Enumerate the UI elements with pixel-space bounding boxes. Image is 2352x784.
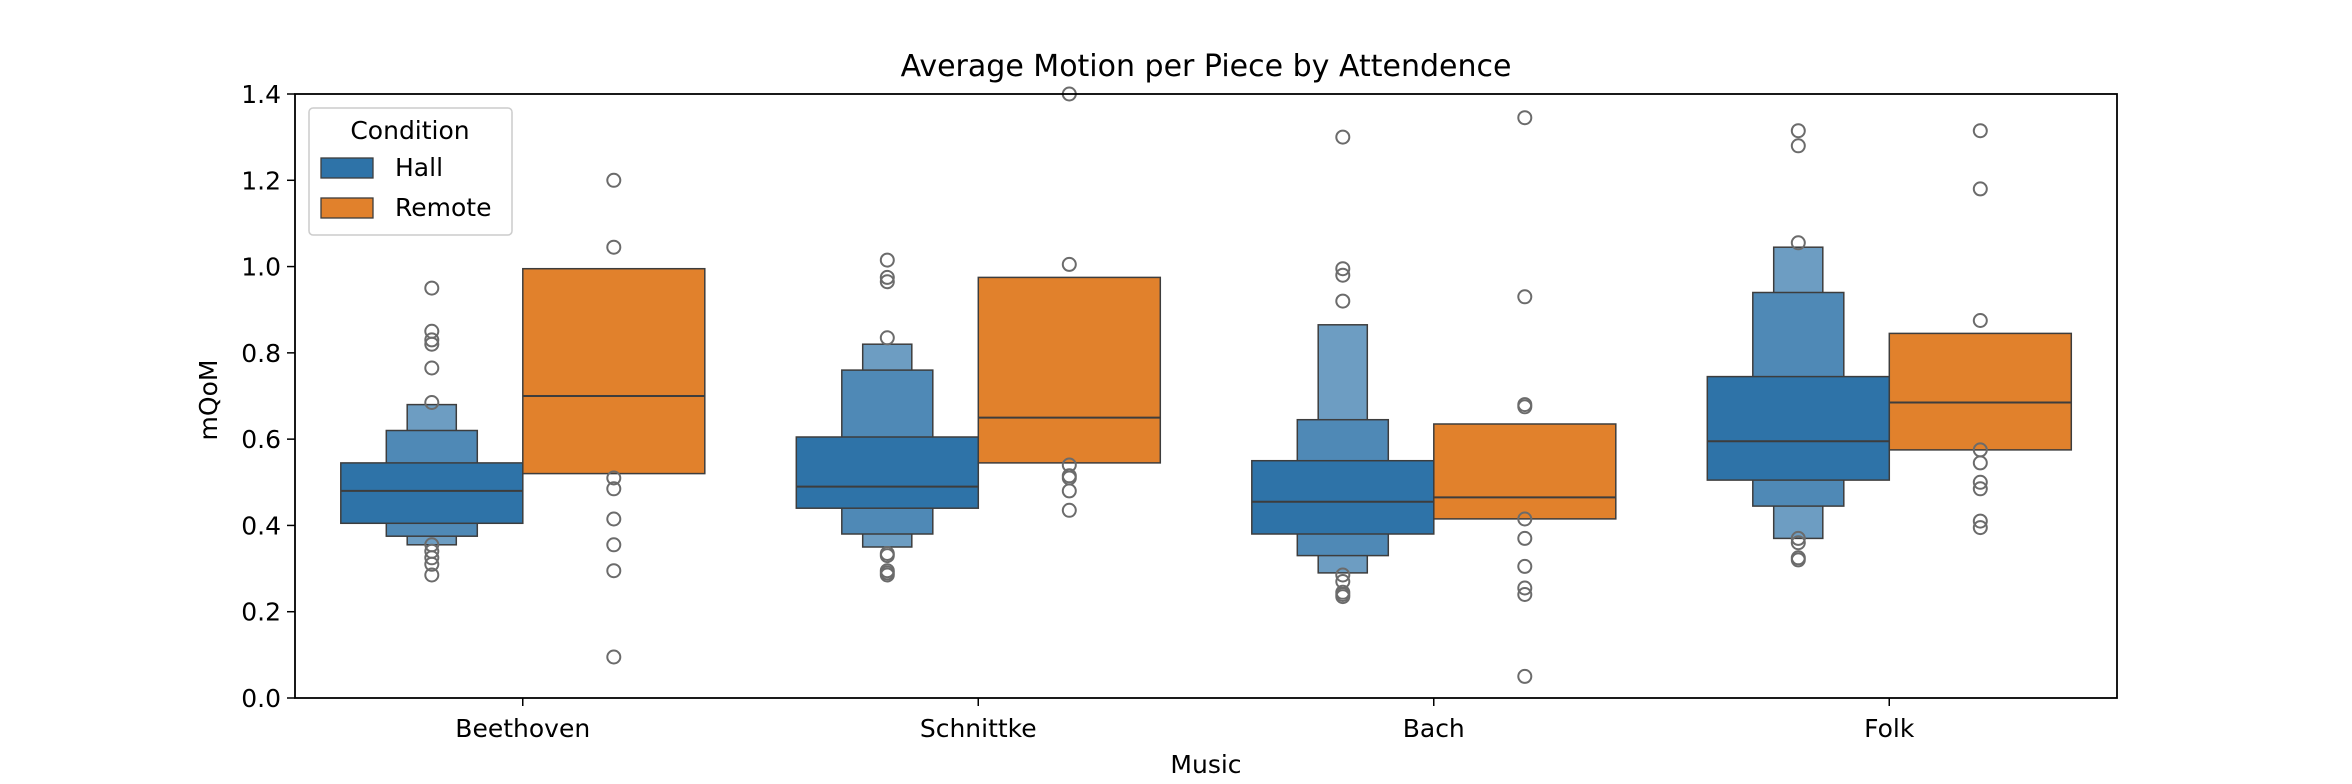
- outlier-point: [879, 274, 895, 290]
- plot-frame: [294, 93, 2118, 699]
- x-tick-label-schnittke: Schnittke: [920, 714, 1037, 743]
- outlier-point: [879, 548, 895, 564]
- axes: 0.0 0.2 0.4 0.6 0.8 1.0 1.2 1.4 Beethoven Schnitt…: [241, 80, 2118, 743]
- y-tick-label: 0.0: [241, 684, 281, 713]
- x-tick-label-bach: Bach: [1403, 714, 1465, 743]
- outlier-point: [1972, 474, 1988, 490]
- outlier-point: [1335, 267, 1351, 283]
- outlier-point: [1517, 530, 1533, 546]
- outlier-point: [1972, 123, 1988, 139]
- boxen-beethoven-remote: [522, 172, 706, 665]
- outlier-point: [1790, 235, 1806, 251]
- boxen-level-1: [522, 267, 706, 475]
- outlier-point: [424, 567, 440, 583]
- outlier-point: [1972, 520, 1988, 536]
- boxen-schnittke-remote: [977, 86, 1162, 518]
- legend-label-remote: Remote: [395, 193, 491, 222]
- outlier-point: [606, 537, 622, 553]
- outlier-point: [606, 172, 622, 188]
- outlier-point: [1517, 289, 1533, 305]
- boxen-level-1: [1888, 332, 2073, 451]
- outlier-point: [879, 269, 895, 285]
- outlier-point: [606, 470, 622, 486]
- outlier-point: [1061, 483, 1077, 499]
- boxen-folk-hall: [1706, 123, 1891, 568]
- boxen-level-1: [795, 436, 980, 509]
- outlier-point: [1517, 587, 1533, 602]
- outlier-point: [1790, 552, 1806, 568]
- outlier-point: [1790, 138, 1806, 154]
- outlier-point: [1335, 129, 1351, 145]
- outlier-point: [1335, 589, 1351, 605]
- y-axis-label: mQoM: [194, 360, 223, 441]
- outlier-point: [424, 336, 440, 352]
- outlier-point: [424, 550, 440, 566]
- y-tick-label: 0.4: [241, 511, 281, 540]
- boxen-level-1: [1706, 375, 1891, 481]
- boxen-level-1: [340, 462, 524, 525]
- outlier-point: [1335, 293, 1351, 309]
- y-tick-label: 0.6: [241, 425, 281, 454]
- boxen-folk-remote: [1888, 123, 2073, 536]
- outlier-point: [1972, 481, 1988, 497]
- y-tick-label: 1.4: [241, 80, 281, 109]
- boxen-level-1: [1433, 423, 1617, 520]
- outlier-point: [1790, 530, 1806, 546]
- outlier-point: [424, 280, 440, 296]
- outlier-point: [1972, 455, 1988, 471]
- outlier-point: [1972, 513, 1988, 529]
- outlier-point: [424, 556, 440, 572]
- legend-swatch-remote: [320, 197, 374, 219]
- boxen-schnittke-hall: [795, 252, 980, 583]
- outlier-point: [606, 563, 622, 579]
- outlier-point: [879, 567, 895, 583]
- outlier-point: [606, 511, 622, 527]
- outlier-point: [879, 330, 895, 346]
- y-tick-label: 1.0: [241, 253, 281, 282]
- legend-title: Condition: [350, 116, 469, 145]
- y-tick-label: 1.2: [241, 166, 281, 195]
- outlier-point: [1790, 535, 1806, 551]
- outlier-point: [1790, 123, 1806, 139]
- boxen-level-1: [977, 276, 1162, 464]
- outlier-point: [606, 481, 622, 497]
- outlier-point: [1061, 256, 1077, 272]
- outlier-point: [1517, 668, 1533, 684]
- boxen-beethoven-hall: [340, 280, 524, 583]
- legend-label-hall: Hall: [395, 153, 443, 182]
- outlier-point: [606, 649, 622, 665]
- outlier-point: [1335, 261, 1351, 277]
- outlier-point: [606, 239, 622, 255]
- outlier-point: [1335, 567, 1351, 583]
- y-tick-label: 0.8: [241, 339, 281, 368]
- outlier-point: [1517, 558, 1533, 574]
- x-tick-label-folk: Folk: [1864, 714, 1915, 743]
- x-axis-label: Music: [1170, 750, 1241, 779]
- outlier-point: [424, 332, 440, 348]
- outlier-point: [1517, 580, 1533, 596]
- legend-swatch-hall: [320, 157, 374, 179]
- outlier-point: [424, 395, 440, 410]
- outlier-point: [1061, 502, 1077, 518]
- outlier-point: [1517, 110, 1533, 126]
- outlier-point: [1972, 313, 1988, 328]
- outlier-point: [1517, 399, 1533, 415]
- outlier-point: [879, 252, 895, 268]
- boxen-bach-hall: [1251, 129, 1435, 605]
- x-tick-label-beethoven: Beethoven: [455, 714, 590, 743]
- boxen-level-1: [1251, 459, 1435, 535]
- outlier-point: [424, 360, 440, 376]
- plot-marks: [340, 86, 2073, 684]
- boxen-bach-remote: [1433, 110, 1617, 684]
- outlier-point: [1517, 511, 1533, 527]
- y-tick-label: 0.2: [241, 598, 281, 627]
- chart-title: Average Motion per Piece by Attendence: [901, 49, 1512, 84]
- outlier-point: [1972, 181, 1988, 197]
- legend: Condition Hall Remote: [308, 107, 513, 236]
